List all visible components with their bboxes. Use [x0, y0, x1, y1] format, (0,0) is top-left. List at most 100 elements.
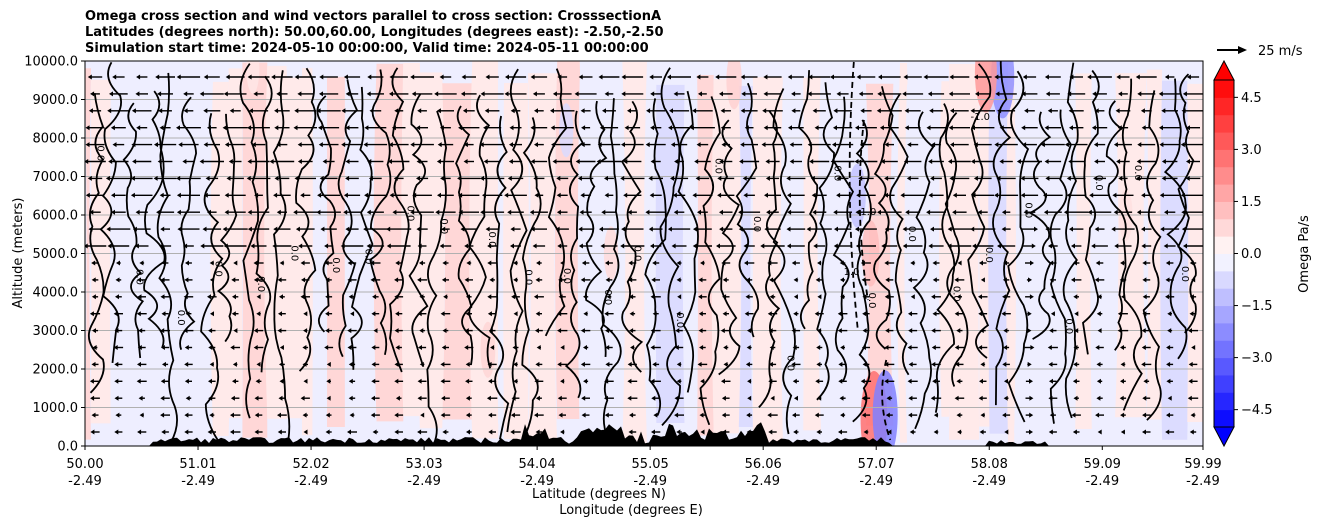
wind-vector-head: [550, 125, 555, 131]
wind-vector-head: [745, 294, 750, 300]
wind-vector-head: [744, 260, 748, 266]
wind-vector-head: [177, 226, 182, 232]
wind-vector-head: [746, 345, 751, 350]
wind-vector-head: [1073, 345, 1078, 350]
wind-vector-head: [650, 243, 654, 249]
wind-vector-head: [1091, 125, 1096, 131]
x-tick-label-longitude: -2.49: [294, 474, 328, 489]
wind-vector-head: [530, 159, 535, 164]
wind-vector-head: [271, 74, 276, 80]
wind-vector-head: [107, 108, 112, 114]
wind-vector-head: [721, 378, 725, 384]
wind-vector-head: [832, 142, 836, 148]
wind-vector-head: [629, 328, 634, 334]
wind-vector-head: [692, 243, 697, 249]
wind-vector-head: [719, 226, 724, 232]
wind-vector-head: [1164, 74, 1169, 80]
wind-vector-head: [487, 260, 492, 266]
wind-vector-head: [952, 209, 957, 215]
y-tick-label: 0.0: [57, 440, 78, 455]
wind-vector-head: [371, 311, 376, 317]
colorbar-bin: [1214, 149, 1234, 168]
wind-vector-head: [224, 192, 229, 198]
wind-vector-head: [811, 192, 816, 198]
wind-vector-head: [490, 345, 495, 350]
wind-vector-head: [294, 175, 299, 181]
wind-vector-head: [155, 74, 160, 80]
wind-vector-head: [787, 209, 792, 215]
wind-vector-head: [303, 378, 308, 384]
wind-vector-head: [696, 74, 701, 80]
wind-vector-head: [700, 260, 705, 266]
colorbar-bin: [1214, 305, 1234, 324]
wind-vector-head: [952, 192, 957, 198]
wind-vector-head: [580, 192, 585, 198]
wind-vector-head: [302, 412, 307, 418]
wind-vector-head: [91, 412, 96, 418]
wind-vector-head: [627, 361, 632, 367]
wind-vector-head: [793, 277, 798, 283]
omega-shading-band: [1160, 80, 1190, 440]
wind-vector-head: [651, 277, 656, 283]
wind-vector-head: [1069, 74, 1074, 80]
wind-vector-head: [600, 243, 605, 249]
contour-label: 0.0: [134, 269, 145, 285]
wind-vector-head: [931, 294, 936, 300]
wind-vector-head: [511, 395, 516, 401]
wind-vector-head: [303, 311, 308, 317]
wind-vector-head: [87, 74, 92, 80]
wind-vector-head: [509, 125, 514, 131]
wind-vector-head: [884, 345, 889, 350]
wind-vector-head: [1022, 142, 1027, 148]
wind-vector-head: [395, 395, 400, 401]
wind-vector-head: [1048, 395, 1053, 401]
wind-vector-head: [699, 345, 704, 350]
wind-vector-head: [956, 378, 961, 384]
wind-vector-head: [578, 226, 583, 232]
wind-vector-head: [1068, 159, 1073, 164]
wind-vector-head: [92, 328, 96, 334]
wind-vector-head: [1096, 395, 1101, 401]
wind-vector-head: [1111, 226, 1116, 232]
wind-vector-head: [602, 108, 606, 114]
wind-vector-head: [278, 395, 283, 401]
contour-label: 0.0: [1093, 175, 1104, 191]
wind-vector-head: [208, 378, 212, 384]
y-tick-label: 6000.0: [33, 209, 79, 224]
wind-vector-head: [105, 175, 110, 181]
wind-vector-head: [1167, 311, 1172, 317]
wind-vector-head: [979, 328, 984, 334]
wind-vector-head: [1180, 142, 1185, 148]
wind-vector-head: [465, 311, 470, 317]
wind-vector-head: [159, 125, 164, 131]
wind-vector-head: [1096, 311, 1101, 317]
wind-vector-head: [816, 345, 821, 350]
wind-vector-head: [762, 108, 767, 114]
wind-vector-head: [550, 108, 554, 114]
wind-vector-head: [533, 175, 538, 181]
wind-vector-head: [1165, 294, 1170, 300]
wind-vector-head: [465, 378, 470, 384]
wind-vector-head: [930, 175, 935, 181]
wind-vector-head: [279, 378, 284, 384]
wind-vector-head: [303, 328, 308, 334]
zero-contour: [272, 70, 291, 440]
wind-vector-head: [583, 378, 588, 384]
wind-vector-head: [207, 429, 212, 435]
wind-vector-head: [629, 294, 634, 300]
wind-vector-head: [293, 125, 298, 131]
wind-vector-head: [417, 311, 422, 317]
wind-vector-head: [1189, 429, 1194, 435]
wind-vector-head: [417, 429, 422, 435]
wind-vector-head: [1097, 294, 1102, 300]
wind-vector-head: [1143, 378, 1148, 384]
wind-vector-head: [671, 243, 676, 249]
wind-vector-head: [178, 142, 183, 148]
wind-vector-head: [417, 108, 422, 114]
wind-vector-head: [247, 74, 252, 80]
wind-vector-head: [1141, 361, 1146, 367]
wind-vector-head: [1159, 125, 1163, 131]
wind-vector-head: [302, 345, 307, 350]
wind-vector-head: [363, 142, 368, 148]
wind-vector-head: [137, 345, 142, 350]
